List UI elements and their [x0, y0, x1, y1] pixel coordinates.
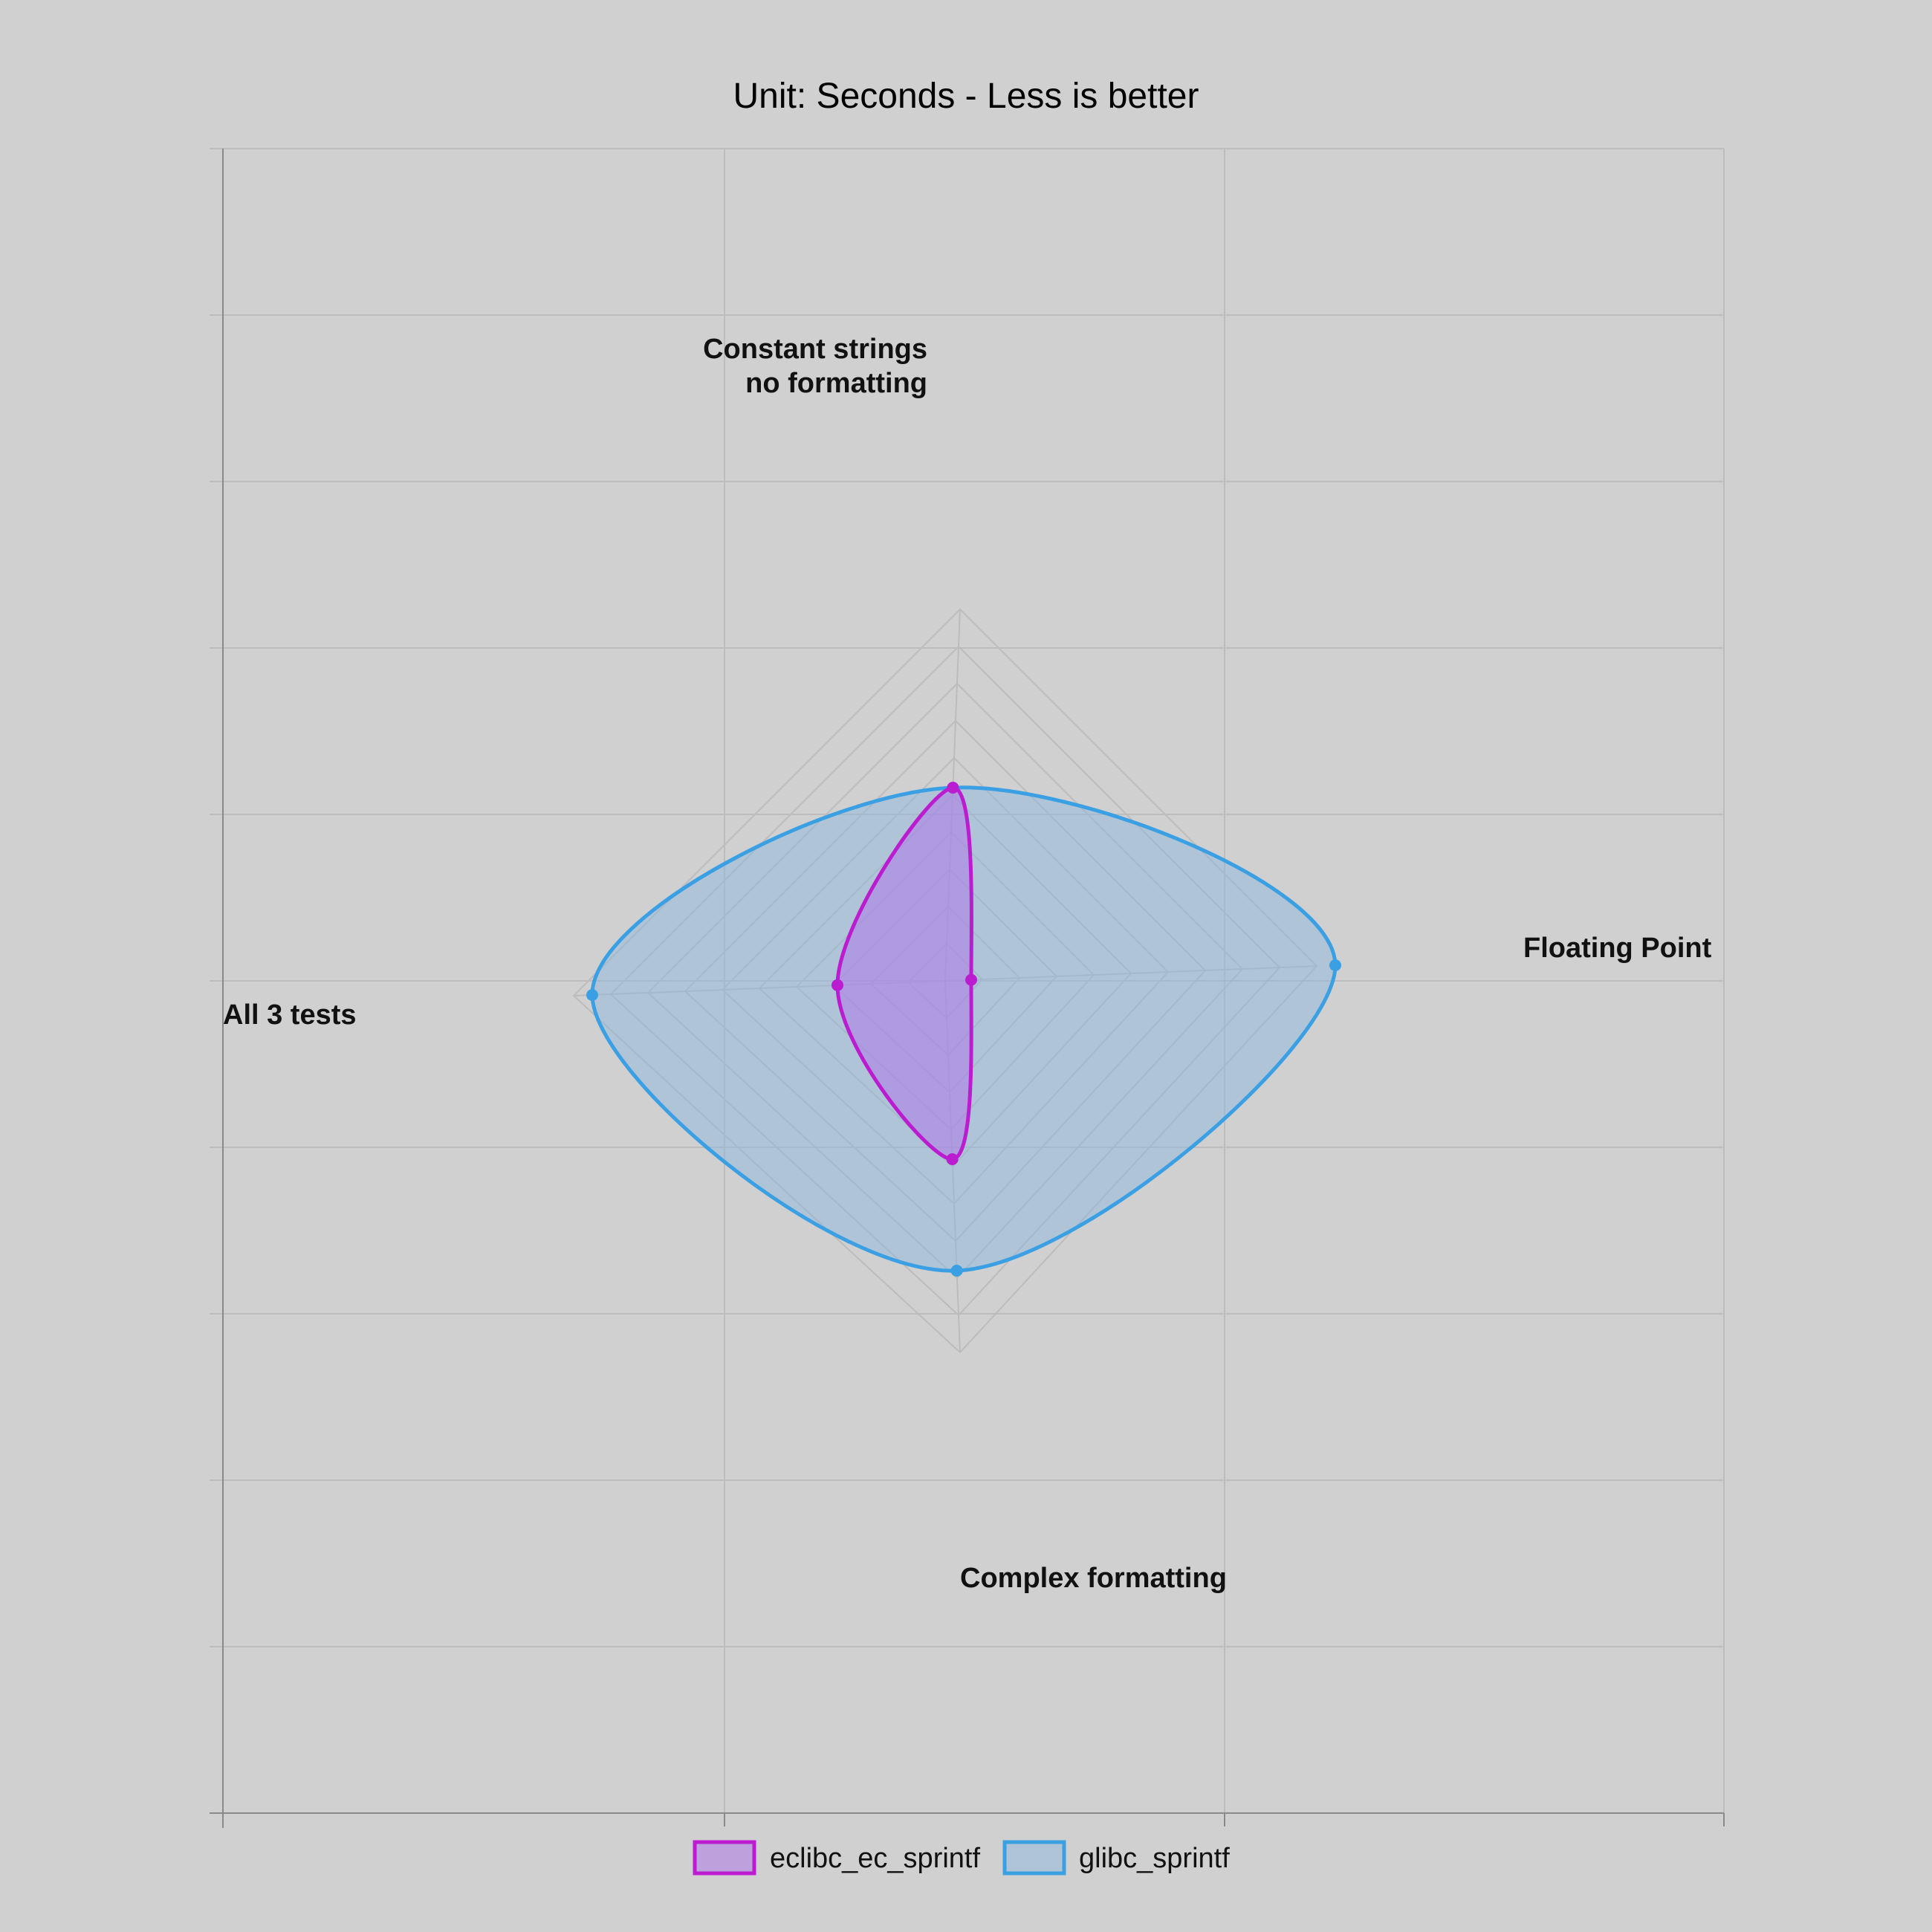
radar-spoke — [944, 965, 1317, 982]
series-layer — [586, 782, 1341, 1277]
data-point-eclibc-ec-sprintf — [832, 979, 843, 991]
legend-label: eclibc_ec_sprintf — [770, 1843, 980, 1874]
data-point-eclibc-ec-sprintf — [947, 782, 959, 794]
data-point-eclibc-ec-sprintf — [946, 1153, 959, 1165]
legend-swatch — [1002, 1840, 1066, 1876]
background-frame — [210, 148, 1725, 1828]
data-point-glibc-sprintf — [586, 989, 598, 1001]
series-eclibc-ec-sprintf — [832, 782, 977, 1165]
axis-label-floating-point: Floating Point — [1523, 933, 1712, 964]
axis-label-line: no formatting — [745, 368, 927, 399]
legend: eclibc_ec_sprintf glibc_sprintf — [693, 1840, 1230, 1876]
legend-swatch — [693, 1840, 756, 1876]
data-point-glibc-sprintf — [1329, 959, 1341, 971]
axis-label-line: All 3 tests — [223, 999, 357, 1031]
chart-title: Unit: Seconds - Less is better — [733, 77, 1199, 116]
axis-label-all-3-tests: All 3 tests — [223, 999, 357, 1031]
legend-label: glibc_sprintf — [1079, 1843, 1230, 1874]
axis-label-complex-formatting: Complex formatting — [960, 1563, 1227, 1594]
data-point-glibc-sprintf — [950, 1265, 963, 1277]
data-point-eclibc-ec-sprintf — [965, 973, 977, 986]
axis-label-line: Complex formatting — [960, 1563, 1227, 1594]
axis-label-line: Constant strings — [703, 334, 927, 365]
axis-label-constant-strings: Constant strings no formatting — [703, 334, 927, 399]
legend-item-eclibc-ec-sprintf[interactable]: eclibc_ec_sprintf — [693, 1840, 980, 1876]
axis-labels: Constant strings no formatting Floating Po… — [223, 334, 1712, 1594]
axis-label-line: Floating Point — [1523, 933, 1712, 964]
legend-item-glibc-sprintf[interactable]: glibc_sprintf — [1002, 1840, 1230, 1876]
